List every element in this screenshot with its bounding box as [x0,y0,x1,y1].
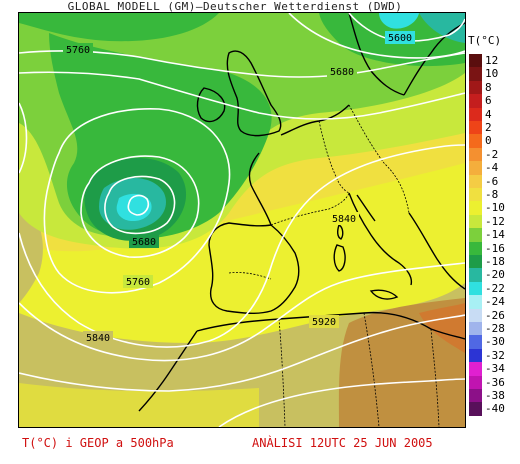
variable-label: T(°C) i GEOP a 500hPa [22,436,174,450]
legend-swatch [469,228,482,242]
legend-label: 10 [485,67,499,81]
coastlines [138,13,465,412]
legend-label: 6 [485,94,492,108]
legend-swatch [469,67,482,81]
legend-label: 2 [485,121,492,134]
legend-label: -12 [485,214,505,228]
legend-swatch [469,134,482,148]
legend-unit: T(°C) [468,34,502,47]
legend-label: -34 [485,362,505,376]
legend-label: -28 [485,322,505,335]
legend-swatch [469,147,482,162]
temperature-field-south2 [19,383,259,427]
legend-swatch [469,255,482,269]
legend-label: -26 [485,308,505,322]
legend-swatch [469,80,482,95]
legend-label: 12 [485,54,499,67]
legend-swatch [469,241,482,255]
legend-label: -38 [485,389,505,402]
legend-swatch [469,54,482,68]
legend-label: -4 [485,161,499,175]
contour-labels: 5760 5600 5680 5680 5760 5840 5840 5920 [63,31,415,344]
legend-label: -22 [485,281,505,295]
legend-swatch [469,201,482,215]
geopotential-contours [19,13,465,427]
legend-swatch [469,348,482,363]
legend-swatch [469,402,482,416]
legend-label: -6 [485,174,499,188]
map-title: GLOBAL MODELL (GM)—Deutscher Wetterdiens… [67,0,403,13]
contour-label: 5600 [388,33,412,44]
legend-swatch [469,268,482,282]
legend-swatch [469,161,482,175]
contour-label: 5840 [86,333,110,344]
legend-swatch [469,295,482,309]
legend-label: -8 [485,188,499,201]
legend-label: -10 [485,201,505,215]
legend-swatch [469,107,482,121]
temperature-field-hot [419,303,465,353]
legend-label: 4 [485,107,492,121]
legend-swatch [469,94,482,108]
analysis-date: ANÀLISI 12UTC 25 JUN 2005 [252,436,433,450]
contour-label: 5680 [132,237,156,248]
legend-label: -36 [485,375,505,389]
contour-label: 5680 [330,67,354,78]
legend-label: -2 [485,147,499,161]
legend-swatch [469,174,482,188]
legend-swatch [469,375,482,389]
legend-label: -20 [485,268,505,282]
legend-swatch [469,188,482,202]
legend-label: -24 [485,295,505,309]
legend-swatch [469,214,482,229]
weather-map: 5760 5600 5680 5680 5760 5840 5840 5920 [18,12,466,428]
legend-label: -18 [485,255,505,268]
legend-label: -14 [485,228,505,242]
borders [228,104,440,427]
legend-swatch [469,335,482,349]
contour-label: 5840 [332,214,356,225]
legend-label: 0 [485,134,492,148]
legend-label: -30 [485,335,505,349]
legend-swatch [469,362,482,376]
legend-swatch [469,121,482,135]
legend-swatch [469,308,482,322]
legend-label: -16 [485,241,505,255]
contour-label: 5760 [126,277,150,288]
legend-label: -40 [485,402,505,416]
legend-label: 8 [485,80,492,94]
map-canvas: 5760 5600 5680 5680 5760 5840 5840 5920 [19,13,465,427]
contour-label: 5760 [66,45,90,56]
contour-label: 5920 [312,317,336,328]
legend-label: -32 [485,348,505,362]
legend-swatch [469,322,482,336]
legend-swatch [469,389,482,403]
legend-swatch [469,281,482,296]
